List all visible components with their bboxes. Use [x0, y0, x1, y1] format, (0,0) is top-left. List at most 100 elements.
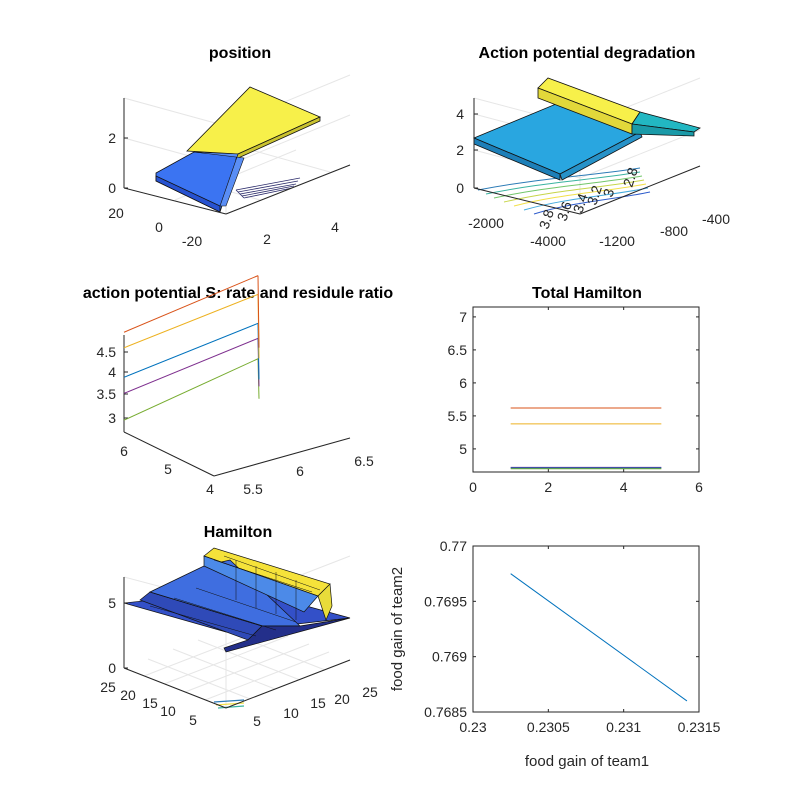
- mesh-lines: [149, 555, 321, 637]
- x-tick: -2000: [468, 215, 504, 231]
- series-line: [510, 573, 688, 702]
- series-lines: [123, 275, 260, 421]
- surface-face: [193, 151, 245, 207]
- z-tick: 5: [108, 595, 116, 611]
- tick-labels: 0 2 4 6 5 5.5 6 6.5 7: [448, 307, 703, 495]
- panel-hamilton: Hamilton: [100, 524, 378, 729]
- axes-position: [123, 98, 351, 215]
- x-tick: 5: [164, 461, 172, 477]
- plot-box: [472, 306, 700, 473]
- x-tick-label: 0.2315: [678, 719, 721, 735]
- z-tick: 3.5: [97, 386, 117, 402]
- x-tick: 10: [160, 703, 176, 719]
- series-lines: [510, 407, 662, 470]
- series-line: [123, 337, 259, 394]
- y-tick: -1200: [599, 233, 635, 249]
- axes-hamilton: [123, 577, 351, 709]
- y-tick: 6: [296, 463, 304, 479]
- plot-box: [472, 545, 700, 713]
- contour-label: 3.6: [554, 199, 575, 223]
- y-tick-label: 0.769: [432, 649, 467, 665]
- title-degradation: Action potential degradation: [479, 45, 696, 62]
- z-tick: 4: [108, 364, 116, 380]
- x-tick: 0: [155, 219, 163, 235]
- x-tick-label: 2: [544, 479, 552, 495]
- z-tick: 3: [108, 410, 116, 426]
- y-tick: -800: [660, 223, 688, 239]
- series-line: [123, 322, 259, 378]
- y-tick: 6.5: [354, 453, 374, 469]
- contour-label: 3.2: [584, 183, 605, 207]
- x-tick-label: 4: [620, 479, 628, 495]
- contour-labels: 3.8 3.6 3.4 3.2 3 2.8: [536, 165, 641, 231]
- contour-label: 3.4: [570, 191, 591, 215]
- y-tick-label: 6: [459, 375, 467, 391]
- y-tick: 5.5: [243, 481, 263, 497]
- x-tick: -4000: [530, 233, 566, 249]
- panel-position: position: [108, 45, 351, 249]
- series-lines: [510, 573, 688, 702]
- y-tick-label: 7: [459, 309, 467, 325]
- y-tick-label: 0.7685: [424, 704, 467, 720]
- y-tick: 25: [362, 684, 378, 700]
- x-tick-label: 0: [469, 479, 477, 495]
- title-position: position: [209, 45, 271, 62]
- z-tick: 0: [108, 180, 116, 196]
- axes-degradation: [473, 98, 701, 215]
- x-tick: 25: [100, 679, 116, 695]
- x-tick-label: 0.23: [459, 719, 486, 735]
- y-axis-label: food gain of team2: [389, 567, 406, 691]
- x-tick-label: 0.2305: [527, 719, 570, 735]
- z-tick: 0: [108, 660, 116, 676]
- panel-total-hamilton: Total Hamilton 0 2 4 6 5 5.5 6 6.5 7: [448, 285, 704, 495]
- y-tick-label: 0.77: [440, 538, 467, 554]
- panel-food-gain: 0.23 0.2305 0.231 0.2315 0.7685 0.769 0.7695 0.…: [389, 538, 721, 770]
- y-tick: 2: [263, 231, 271, 247]
- contour-lines: [235, 177, 301, 199]
- contour-label: 3.8: [536, 207, 557, 231]
- x-tick-label: 6: [695, 479, 703, 495]
- y-tick: 10: [283, 705, 299, 721]
- panel-action-potential-degradation: Action potential degradation: [456, 45, 730, 249]
- series-line: [123, 293, 259, 349]
- contour-label: 2.8: [620, 165, 641, 189]
- x-tick: 5: [189, 712, 197, 728]
- title-action-potential-s: action potential S: rate and residule ra…: [83, 285, 394, 302]
- series-line: [123, 358, 259, 421]
- title-total-hamilton: Total Hamilton: [532, 285, 642, 302]
- title-hamilton: Hamilton: [204, 524, 272, 541]
- x-tick: 6: [120, 443, 128, 459]
- surface-face: [317, 583, 333, 621]
- x-tick: 15: [142, 695, 158, 711]
- surface-face: [631, 123, 695, 137]
- z-tick: 0: [456, 180, 464, 196]
- tick-labels: 0.23 0.2305 0.231 0.2315 0.7685 0.769 0.7695 0.…: [424, 538, 720, 735]
- z-tick: 4.5: [97, 344, 117, 360]
- x-tick: -20: [182, 233, 202, 249]
- z-tick: 4: [456, 106, 464, 122]
- y-tick: -400: [702, 211, 730, 227]
- contour-label: 3: [600, 186, 618, 199]
- x-axis-label: food gain of team1: [525, 753, 649, 770]
- x-tick: 20: [108, 205, 124, 221]
- x-tick: 20: [120, 687, 136, 703]
- y-tick-label: 6.5: [448, 342, 468, 358]
- series-line: [123, 275, 259, 333]
- y-tick-label: 5: [459, 441, 467, 457]
- x-tick-label: 0.231: [606, 719, 641, 735]
- y-tick: 4: [331, 219, 339, 235]
- surface-face: [223, 617, 351, 653]
- axes-action-potential-s: [123, 335, 351, 477]
- z-tick: 2: [456, 142, 464, 158]
- series-drop-line: [257, 275, 260, 348]
- surface-face: [559, 131, 643, 181]
- y-tick-label: 0.7695: [424, 593, 467, 609]
- panel-action-potential-s: action potential S: rate and residule ra…: [83, 275, 394, 497]
- y-tick: 15: [310, 695, 326, 711]
- z-tick: 2: [108, 130, 116, 146]
- y-tick: 20: [334, 691, 350, 707]
- y-tick: 5: [253, 713, 261, 729]
- x-tick: 4: [206, 481, 214, 497]
- y-tick-label: 5.5: [448, 408, 468, 424]
